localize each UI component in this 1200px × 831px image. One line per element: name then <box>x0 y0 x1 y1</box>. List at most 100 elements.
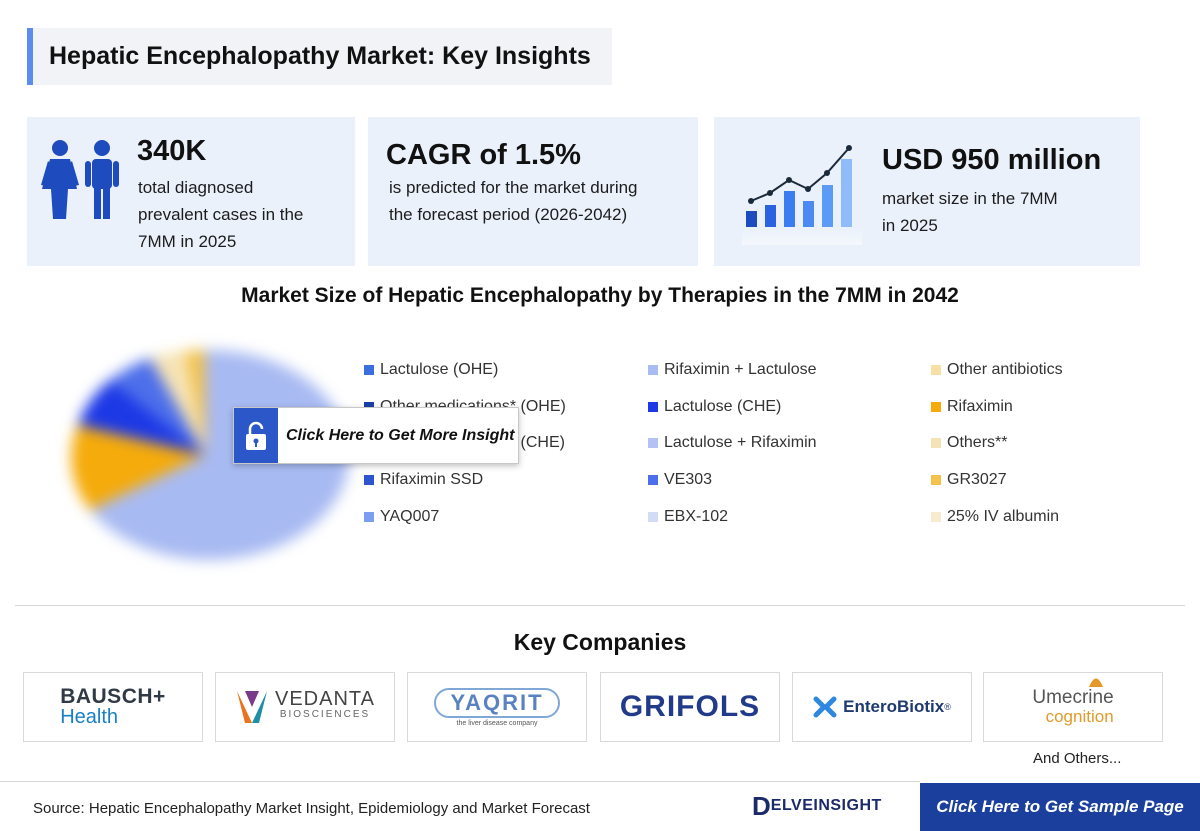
bar-growth-icon <box>742 145 862 245</box>
logo-enterobiotix-name: EnteroBiotix <box>843 697 945 716</box>
pie-slice-gr <box>185 349 205 455</box>
stat-desc-line: total diagnosed <box>138 178 254 197</box>
legend-label: Others** <box>947 434 1008 451</box>
legend-label: Rifaximin + Lactulose <box>664 361 817 378</box>
stat-description: total diagnosed prevalent cases in the 7… <box>138 174 303 255</box>
legend-swatch <box>648 512 658 522</box>
legend-swatch <box>364 475 374 485</box>
pie-svg <box>71 349 350 560</box>
stat-desc-line: 7MM in 2025 <box>138 232 237 251</box>
logo-grifols: GRIFOLS <box>600 672 780 742</box>
legend-swatch <box>648 402 658 412</box>
pie-slice-rifaximin <box>71 425 205 510</box>
stat-value: USD 950 million <box>882 144 1102 176</box>
logo-umecrine-sub: cognition <box>1045 707 1114 726</box>
legend-label: Lactulose + Rifaximin <box>664 434 817 451</box>
delveinsight-logo: D ELVEINSIGHT <box>752 793 882 819</box>
chart-title: Market Size of Hepatic Encephalopathy by… <box>241 284 959 307</box>
pie-slice-dark <box>78 380 205 455</box>
legend-swatch <box>931 475 941 485</box>
legend-swatch <box>931 512 941 522</box>
umecrine-mark-icon <box>1089 678 1104 687</box>
logo-yaqrit-sub: the liver disease company <box>456 719 538 727</box>
insight-button-label: Click Here to Get More Insight <box>286 426 515 444</box>
legend-swatch <box>931 438 941 448</box>
logo-vedanta-sub: BIOSCIENCES <box>279 709 371 720</box>
lock-icon-box <box>234 408 278 463</box>
legend-item: Lactulose (CHE) <box>648 397 781 417</box>
pie-slice-mid <box>110 358 205 455</box>
stat-card-market-size: USD 950 million market size in the 7MM i… <box>714 117 1140 266</box>
legend-label: VE303 <box>664 471 713 488</box>
stat-desc-line: prevalent cases in the <box>138 205 304 224</box>
legend-label: Rifaximin SSD <box>380 471 484 488</box>
stat-description: market size in the 7MM in 2025 <box>882 185 1058 239</box>
logo-vedanta: VEDANTA BIOSCIENCES <box>215 672 395 742</box>
stat-description: is predicted for the market during the f… <box>389 174 638 228</box>
page-title-box: Hepatic Encephalopathy Market: Key Insig… <box>27 28 612 85</box>
legend-swatch <box>364 512 374 522</box>
stat-desc-line: the forecast period (2026-2042) <box>389 205 628 224</box>
logo-vedanta-name: VEDANTA <box>275 688 375 710</box>
stat-desc-line: market size in the 7MM <box>882 189 1058 208</box>
pie-slices <box>71 349 350 560</box>
source-text: Source: Hepatic Encephalopathy Market In… <box>33 800 590 817</box>
legend-label: Lactulose (CHE) <box>664 398 782 415</box>
section-divider <box>15 605 1185 606</box>
legend-item: YAQ007 <box>364 507 439 527</box>
footer-divider <box>0 781 920 782</box>
logo-yaqrit-name: YAQRIT <box>434 687 560 718</box>
stat-card-prevalence: 340K total diagnosed prevalent cases in … <box>27 117 355 266</box>
lock-icon <box>246 421 266 450</box>
logo-bausch-plus: + <box>153 685 166 708</box>
get-more-insight-button[interactable]: Click Here to Get More Insight <box>233 407 519 464</box>
legend-swatch <box>364 365 374 375</box>
pie-slice-light <box>150 351 205 455</box>
legend-label: Lactulose (OHE) <box>380 361 499 378</box>
enterobiotix-mark-icon <box>813 696 837 718</box>
legend-item: EBX-102 <box>648 507 728 527</box>
legend-swatch <box>648 475 658 485</box>
stat-desc-line: is predicted for the market during <box>389 178 638 197</box>
page-title: Hepatic Encephalopathy Market: Key Insig… <box>49 42 591 70</box>
logo-umecrine-name: Umecrine <box>1032 687 1114 708</box>
logo-umecrine-text: Umecrine cognition <box>1032 678 1114 726</box>
legend-swatch <box>931 365 941 375</box>
legend-swatch <box>648 365 658 375</box>
legend-label: 25% IV albumin <box>947 508 1060 525</box>
delveinsight-initial: D <box>752 791 771 821</box>
legend-item: Rifaximin SSD <box>364 470 483 490</box>
stat-desc-line: in 2025 <box>882 216 938 235</box>
legend-label: Rifaximin <box>947 398 1013 415</box>
get-sample-page-button[interactable]: Click Here to Get Sample Page <box>920 783 1200 831</box>
pie-slice-main <box>90 349 350 560</box>
legend-label: YAQ007 <box>380 508 440 525</box>
legend-item: Rifaximin <box>931 397 1013 417</box>
legend-label: Other antibiotics <box>947 361 1063 378</box>
stat-value: CAGR of 1.5% <box>386 139 581 171</box>
logo-grifols-name: GRIFOLS <box>619 690 761 723</box>
and-others-text: And Others... <box>1033 750 1122 767</box>
people-icon <box>41 140 119 219</box>
logo-yaqrit: YAQRIT the liver disease company <box>407 672 587 742</box>
logo-bausch-health: BAUSCH+ Health <box>23 672 203 742</box>
legend-label: EBX-102 <box>664 508 729 525</box>
logo-bausch-sub: Health <box>60 706 118 728</box>
legend-item: VE303 <box>648 470 712 490</box>
logo-enterobiotix: EnteroBiotix ® <box>792 672 972 742</box>
legend-item: GR3027 <box>931 470 1007 490</box>
legend-item: Lactulose + Rifaximin <box>648 433 817 453</box>
legend-item: Others** <box>931 433 1007 453</box>
delveinsight-name: ELVEINSIGHT <box>770 797 882 814</box>
companies-title: Key Companies <box>513 629 687 655</box>
stat-card-cagr: CAGR of 1.5% is predicted for the market… <box>368 117 698 266</box>
legend-item: Rifaximin + Lactulose <box>648 360 817 380</box>
logo-enterobiotix-mark: ® <box>944 702 951 712</box>
logo-bausch-name: BAUSCH <box>60 685 154 708</box>
legend-swatch <box>931 402 941 412</box>
legend-item: Other antibiotics <box>931 360 1063 380</box>
legend-item: 25% IV albumin <box>931 507 1059 527</box>
legend-item: Lactulose (OHE) <box>364 360 498 380</box>
logo-umecrine: Umecrine cognition <box>983 672 1163 742</box>
vedanta-mark-icon <box>237 691 267 723</box>
